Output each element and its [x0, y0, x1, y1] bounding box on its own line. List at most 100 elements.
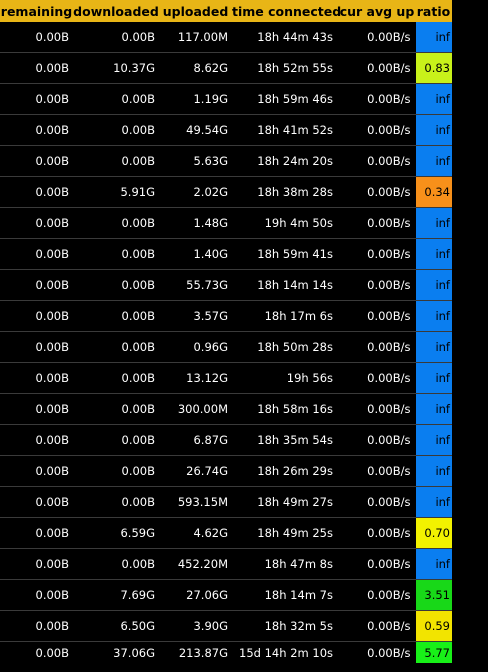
downloaded-cell: 0.00B	[73, 548, 159, 580]
downloaded-cell: 0.00B	[73, 486, 159, 518]
remaining-cell: 0.00B	[0, 579, 73, 611]
time-connected-cell: 18h 35m 54s	[232, 424, 339, 456]
ratio-cell: 0.83	[414, 52, 452, 84]
uploaded-cell: 27.06G	[159, 579, 232, 611]
downloaded-cell: 0.00B	[73, 207, 159, 239]
cur-avg-up-cell: 0.00B/s	[339, 486, 415, 518]
table-row[interactable]: 0.00B 0.00B 593.15M 18h 49m 27s 0.00B/s inf	[0, 486, 452, 518]
table-row[interactable]: 0.00B 0.00B 6.87G 18h 35m 54s 0.00B/s inf	[0, 424, 452, 456]
table-row[interactable]: 0.00B 0.00B 3.57G 18h 17m 6s 0.00B/s inf	[0, 300, 452, 332]
time-connected-cell: 18h 50m 28s	[232, 331, 339, 363]
table-row[interactable]: 0.00B 0.00B 5.63G 18h 24m 20s 0.00B/s inf	[0, 145, 452, 177]
cur-avg-up-cell: 0.00B/s	[339, 207, 415, 239]
column-header-cur-avg-up[interactable]: cur avg up	[339, 0, 415, 22]
column-header-remaining[interactable]: remaining	[0, 0, 73, 22]
column-header-downloaded[interactable]: downloaded	[73, 0, 159, 22]
column-header-uploaded[interactable]: uploaded	[159, 0, 232, 22]
time-connected-cell: 18h 58m 16s	[232, 393, 339, 425]
table-row[interactable]: 0.00B 0.00B 1.19G 18h 59m 46s 0.00B/s inf	[0, 83, 452, 115]
ratio-cell: inf	[414, 114, 452, 146]
remaining-cell: 0.00B	[0, 424, 73, 456]
table-row[interactable]: 0.00B 0.00B 13.12G 19h 56s 0.00B/s inf	[0, 362, 452, 394]
downloaded-cell: 0.00B	[73, 331, 159, 363]
table-row[interactable]: 0.00B 0.00B 0.96G 18h 50m 28s 0.00B/s inf	[0, 331, 452, 363]
cur-avg-up-cell: 0.00B/s	[367, 645, 411, 660]
uploaded-cell: 49.54G	[159, 114, 232, 146]
uploaded-cell: 0.96G	[159, 331, 232, 363]
downloaded-cell: 6.50G	[73, 610, 159, 642]
time-connected-cell: 18h 47m 8s	[232, 548, 339, 580]
ratio-cell: inf	[414, 22, 452, 53]
time-connected-cell: 18h 41m 52s	[232, 114, 339, 146]
ratio-cell: 0.70	[414, 517, 452, 549]
time-connected-cell: 18h 26m 29s	[232, 455, 339, 487]
uploaded-cell: 13.12G	[159, 362, 232, 394]
cur-avg-up-cell: 0.00B/s	[339, 238, 415, 270]
table-row[interactable]: 0.00B 0.00B 1.40G 18h 59m 41s 0.00B/s inf	[0, 238, 452, 270]
ratio-cell: inf	[414, 486, 452, 518]
downloaded-cell: 0.00B	[73, 455, 159, 487]
remaining-cell: 0.00B	[0, 238, 73, 270]
table-row[interactable]: 0.00B 0.00B 1.48G 19h 4m 50s 0.00B/s inf	[0, 207, 452, 239]
ratio-cell: 5.77	[414, 641, 452, 663]
table-row[interactable]: 0.00B 37.06G 213.87G 15d 14h 2m 10s 0.00B/s 5…	[0, 641, 452, 663]
remaining-cell: 0.00B	[0, 145, 73, 177]
cur-avg-up-cell: 0.00B/s	[339, 331, 415, 363]
ratio-cell: 0.34	[414, 176, 452, 208]
ratio-cell: 3.51	[414, 579, 452, 611]
cur-avg-up-cell: 0.00B/s	[339, 455, 415, 487]
downloaded-cell: 0.00B	[73, 83, 159, 115]
uploaded-cell: 1.19G	[159, 83, 232, 115]
downloaded-cell: 0.00B	[73, 22, 159, 53]
uploaded-cell: 2.02G	[159, 176, 232, 208]
time-connected-cell: 18h 38m 28s	[232, 176, 339, 208]
ratio-cell: inf	[414, 548, 452, 580]
peer-stats-table: remaining downloaded uploaded time conne…	[0, 0, 452, 663]
uploaded-cell: 26.74G	[159, 455, 232, 487]
cur-avg-up-cell: 0.00B/s	[339, 52, 415, 84]
remaining-cell: 0.00B	[35, 645, 70, 660]
remaining-cell: 0.00B	[0, 176, 73, 208]
downloaded-cell: 7.69G	[73, 579, 159, 611]
table-row[interactable]: 0.00B 0.00B 26.74G 18h 26m 29s 0.00B/s inf	[0, 455, 452, 487]
uploaded-cell: 593.15M	[159, 486, 232, 518]
ratio-cell: inf	[414, 83, 452, 115]
column-header-time-connected[interactable]: time connected	[232, 0, 341, 22]
cur-avg-up-cell: 0.00B/s	[339, 517, 415, 549]
cur-avg-up-cell: 0.00B/s	[339, 300, 415, 332]
ratio-cell: inf	[414, 331, 452, 363]
uploaded-cell: 213.87G	[178, 645, 228, 660]
downloaded-cell: 0.00B	[73, 300, 159, 332]
header-row: remaining downloaded uploaded time conne…	[0, 0, 452, 22]
remaining-cell: 0.00B	[0, 455, 73, 487]
downloaded-cell: 0.00B	[73, 362, 159, 394]
column-header-ratio[interactable]: ratio	[415, 0, 452, 22]
remaining-cell: 0.00B	[0, 548, 73, 580]
ratio-cell: inf	[414, 362, 452, 394]
time-connected-cell: 18h 52m 55s	[232, 52, 339, 84]
time-connected-cell: 19h 4m 50s	[232, 207, 339, 239]
time-connected-cell: 18h 17m 6s	[232, 300, 339, 332]
downloaded-cell: 0.00B	[73, 114, 159, 146]
remaining-cell: 0.00B	[0, 362, 73, 394]
cur-avg-up-cell: 0.00B/s	[339, 83, 415, 115]
table-row[interactable]: 0.00B 0.00B 452.20M 18h 47m 8s 0.00B/s inf	[0, 548, 452, 580]
table-row[interactable]: 0.00B 0.00B 117.00M 18h 44m 43s 0.00B/s inf	[0, 22, 452, 53]
ratio-cell: inf	[414, 455, 452, 487]
remaining-cell: 0.00B	[0, 300, 73, 332]
downloaded-cell: 6.59G	[73, 517, 159, 549]
table-row[interactable]: 0.00B 10.37G 8.62G 18h 52m 55s 0.00B/s 0.83	[0, 52, 452, 84]
table-row[interactable]: 0.00B 5.91G 2.02G 18h 38m 28s 0.00B/s 0.34	[0, 176, 452, 208]
table-row[interactable]: 0.00B 0.00B 55.73G 18h 14m 14s 0.00B/s inf	[0, 269, 452, 301]
table-body: 0.00B 0.00B 117.00M 18h 44m 43s 0.00B/s inf 0.…	[0, 22, 452, 663]
uploaded-cell: 55.73G	[159, 269, 232, 301]
uploaded-cell: 8.62G	[159, 52, 232, 84]
remaining-cell: 0.00B	[0, 52, 73, 84]
table-row[interactable]: 0.00B 0.00B 300.00M 18h 58m 16s 0.00B/s inf	[0, 393, 452, 425]
table-row[interactable]: 0.00B 7.69G 27.06G 18h 14m 7s 0.00B/s 3.51	[0, 579, 452, 611]
remaining-cell: 0.00B	[0, 517, 73, 549]
table-row[interactable]: 0.00B 6.50G 3.90G 18h 32m 5s 0.00B/s 0.59	[0, 610, 452, 642]
table-row[interactable]: 0.00B 6.59G 4.62G 18h 49m 25s 0.00B/s 0.70	[0, 517, 452, 549]
table-row[interactable]: 0.00B 0.00B 49.54G 18h 41m 52s 0.00B/s inf	[0, 114, 452, 146]
cur-avg-up-cell: 0.00B/s	[339, 393, 415, 425]
